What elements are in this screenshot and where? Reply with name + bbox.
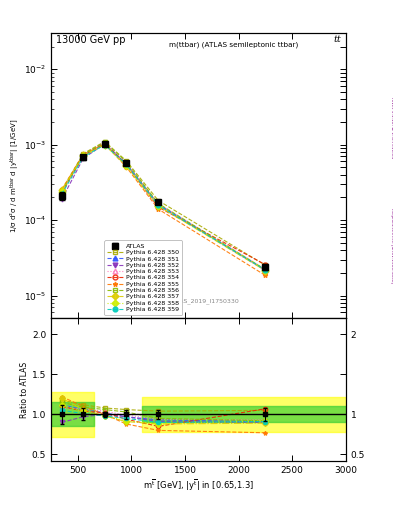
Pythia 6.428 352 [263, 267, 268, 273]
Pythia 6.428 352 [124, 160, 129, 166]
Pythia 6.428 353 [102, 140, 107, 146]
Pythia 6.428 353 [156, 201, 161, 207]
Line: Pythia 6.428 359: Pythia 6.428 359 [59, 142, 268, 272]
Pythia 6.428 355 [59, 186, 64, 193]
Pythia 6.428 354 [156, 204, 161, 210]
Pythia 6.428 353 [81, 152, 86, 158]
Pythia 6.428 355 [156, 206, 161, 212]
Pythia 6.428 357 [102, 142, 107, 148]
Line: Pythia 6.428 355: Pythia 6.428 355 [59, 142, 268, 278]
Pythia 6.428 358 [81, 153, 86, 159]
Pythia 6.428 350 [81, 151, 86, 157]
Pythia 6.428 356 [59, 188, 64, 195]
Pythia 6.428 359 [59, 191, 64, 197]
Pythia 6.428 359 [81, 154, 86, 160]
Pythia 6.428 357 [59, 187, 64, 193]
Pythia 6.428 352 [156, 202, 161, 208]
Pythia 6.428 359 [102, 142, 107, 148]
Line: Pythia 6.428 353: Pythia 6.428 353 [59, 140, 268, 272]
Text: m(ttbar) (ATLAS semileptonic ttbar): m(ttbar) (ATLAS semileptonic ttbar) [169, 42, 298, 48]
Text: tt: tt [334, 35, 342, 44]
Pythia 6.428 351 [263, 267, 268, 273]
Pythia 6.428 352 [81, 155, 86, 161]
Line: Pythia 6.428 350: Pythia 6.428 350 [59, 139, 268, 268]
Pythia 6.428 357 [156, 203, 161, 209]
Y-axis label: Ratio to ATLAS: Ratio to ATLAS [20, 361, 29, 418]
Pythia 6.428 359 [124, 161, 129, 167]
Pythia 6.428 354 [59, 189, 64, 196]
Pythia 6.428 351 [81, 153, 86, 159]
Pythia 6.428 356 [81, 152, 86, 158]
Pythia 6.428 354 [124, 161, 129, 167]
Pythia 6.428 356 [124, 159, 129, 165]
Pythia 6.428 353 [263, 266, 268, 272]
Legend: ATLAS, Pythia 6.428 350, Pythia 6.428 351, Pythia 6.428 352, Pythia 6.428 353, P: ATLAS, Pythia 6.428 350, Pythia 6.428 35… [104, 241, 182, 315]
Pythia 6.428 357 [81, 153, 86, 159]
X-axis label: m$^{\overline{\mathregular{t}}}$ [GeV], |y$^{\overline{\mathregular{t}}}$| in [0: m$^{\overline{\mathregular{t}}}$ [GeV], … [143, 477, 254, 493]
Line: Pythia 6.428 356: Pythia 6.428 356 [59, 140, 268, 272]
Pythia 6.428 350 [263, 262, 268, 268]
Pythia 6.428 354 [81, 153, 86, 159]
Line: Pythia 6.428 357: Pythia 6.428 357 [59, 142, 268, 273]
Pythia 6.428 354 [102, 140, 107, 146]
Pythia 6.428 353 [124, 160, 129, 166]
Pythia 6.428 351 [124, 160, 129, 166]
Pythia 6.428 350 [102, 138, 107, 144]
Pythia 6.428 351 [156, 201, 161, 207]
Pythia 6.428 358 [156, 203, 161, 209]
Pythia 6.428 350 [59, 187, 64, 194]
Pythia 6.428 356 [263, 267, 268, 273]
Line: Pythia 6.428 354: Pythia 6.428 354 [59, 141, 268, 267]
Pythia 6.428 355 [81, 151, 86, 157]
Pythia 6.428 353 [59, 190, 64, 197]
Line: Pythia 6.428 352: Pythia 6.428 352 [59, 142, 268, 273]
Pythia 6.428 356 [102, 139, 107, 145]
Text: 13000 GeV pp: 13000 GeV pp [55, 35, 125, 45]
Y-axis label: 1/σ d²σ / d m$^{\mathdefault{tbar}}$ d |y$^{\mathdefault{tbar}}$| [1/GeV]: 1/σ d²σ / d m$^{\mathdefault{tbar}}$ d |… [9, 119, 22, 233]
Pythia 6.428 352 [59, 196, 64, 202]
Pythia 6.428 357 [124, 163, 129, 169]
Text: Rivet 3.1.10, ≥ 1.9M events: Rivet 3.1.10, ≥ 1.9M events [390, 97, 393, 159]
Text: ATLAS_2019_I1750330: ATLAS_2019_I1750330 [169, 298, 240, 304]
Pythia 6.428 350 [124, 158, 129, 164]
Pythia 6.428 358 [263, 267, 268, 273]
Pythia 6.428 358 [124, 162, 129, 168]
Pythia 6.428 351 [59, 189, 64, 195]
Pythia 6.428 352 [102, 141, 107, 147]
Line: Pythia 6.428 358: Pythia 6.428 358 [59, 142, 268, 272]
Pythia 6.428 355 [263, 272, 268, 279]
Pythia 6.428 350 [156, 198, 161, 204]
Pythia 6.428 357 [263, 268, 268, 274]
Pythia 6.428 355 [102, 141, 107, 147]
Pythia 6.428 359 [263, 267, 268, 273]
Pythia 6.428 351 [102, 140, 107, 146]
Pythia 6.428 354 [263, 262, 268, 268]
Pythia 6.428 355 [124, 164, 129, 170]
Pythia 6.428 358 [102, 142, 107, 148]
Text: mcplots.cern.ch [arXiv:1306.3436]: mcplots.cern.ch [arXiv:1306.3436] [390, 208, 393, 283]
Pythia 6.428 358 [59, 189, 64, 195]
Pythia 6.428 356 [156, 200, 161, 206]
Line: Pythia 6.428 351: Pythia 6.428 351 [59, 141, 268, 272]
Pythia 6.428 359 [156, 202, 161, 208]
